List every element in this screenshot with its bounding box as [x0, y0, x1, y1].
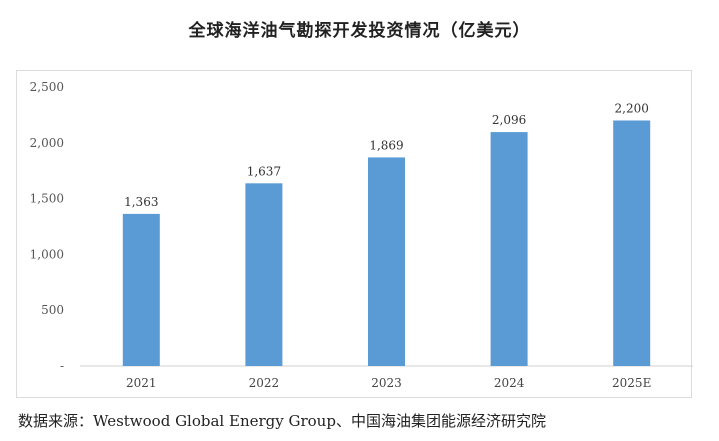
y-tick-label: 1,000	[30, 247, 64, 261]
x-tick-label: 2023	[371, 376, 402, 390]
y-tick-label: 1,500	[30, 192, 64, 206]
bars-group: 1,363 1,637 1,869 2,096 2,200	[122, 101, 651, 366]
bar-value-label: 1,363	[124, 195, 158, 209]
y-tick-label: 2,500	[30, 80, 64, 94]
plot-frame	[16, 70, 692, 398]
bar-2024	[490, 132, 528, 366]
bar-value-label: 1,637	[247, 164, 281, 178]
x-axis-labels: 2021 2022 2023 2024 2025E	[126, 376, 651, 390]
bar-2025E	[613, 120, 651, 366]
source-note: 数据来源：Westwood Global Energy Group、中国海油集团…	[18, 412, 546, 430]
bar-value-label: 1,869	[369, 138, 403, 152]
x-tick-label: 2022	[249, 376, 280, 390]
bar-value-label: 2,200	[615, 101, 649, 115]
x-tick-label: 2025E	[612, 376, 651, 390]
y-tick-label: 2,000	[30, 136, 64, 150]
y-tick-label: -	[60, 359, 64, 373]
bar-2023	[368, 157, 405, 366]
bar-value-label: 2,096	[492, 113, 526, 127]
y-axis: - 500 1,000 1,500 2,000 2,500	[30, 80, 64, 373]
x-tick-label: 2024	[494, 376, 525, 390]
x-tick-label: 2021	[126, 376, 157, 390]
bar-2022	[245, 183, 283, 366]
chart-title: 全球海洋油气勘探开发投资情况（亿美元）	[188, 21, 531, 41]
y-tick-label: 500	[41, 303, 64, 317]
bar-2021	[122, 213, 160, 366]
